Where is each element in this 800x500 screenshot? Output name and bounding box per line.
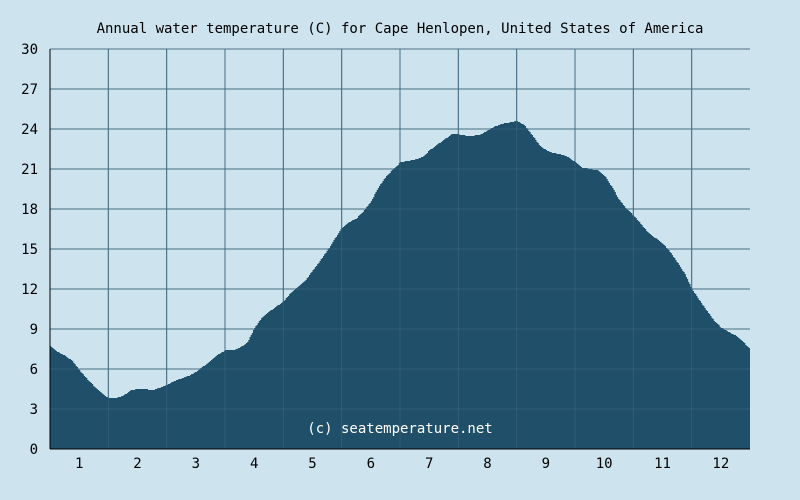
x-tick-label-11: 11: [654, 456, 671, 472]
x-tick-label-10: 10: [596, 456, 613, 472]
chart-title: Annual water temperature (C) for Cape He…: [97, 21, 704, 37]
x-tick-label-12: 12: [712, 456, 729, 472]
y-tick-label-24: 24: [21, 122, 38, 138]
x-tick-label-9: 9: [542, 456, 550, 472]
y-tick-label-3: 3: [30, 402, 38, 418]
x-tick-labels: 1 2 3 4 5 6 7 8 9 10 11 12: [75, 456, 729, 472]
y-tick-label-0: 0: [30, 442, 38, 458]
watermark-text: (c) seatemperature.net: [307, 421, 492, 437]
y-tick-label-27: 27: [21, 82, 38, 98]
x-tick-label-2: 2: [133, 456, 141, 472]
y-tick-label-30: 30: [21, 42, 38, 58]
x-tick-label-7: 7: [425, 456, 433, 472]
y-tick-label-6: 6: [30, 362, 38, 378]
y-tick-label-21: 21: [21, 162, 38, 178]
x-tick-label-8: 8: [483, 456, 491, 472]
x-tick-label-5: 5: [308, 456, 316, 472]
y-tick-label-12: 12: [21, 282, 38, 298]
x-tick-label-1: 1: [75, 456, 83, 472]
grid-overlay: [50, 49, 750, 449]
x-tick-label-6: 6: [367, 456, 375, 472]
y-tick-label-9: 9: [30, 322, 38, 338]
x-tick-label-4: 4: [250, 456, 258, 472]
y-tick-label-15: 15: [21, 242, 38, 258]
y-tick-labels: 0 3 6 9 12 15 18 21 24 27 30: [21, 42, 38, 458]
x-tick-label-3: 3: [192, 456, 200, 472]
axes: [49, 49, 750, 450]
y-tick-label-18: 18: [21, 202, 38, 218]
